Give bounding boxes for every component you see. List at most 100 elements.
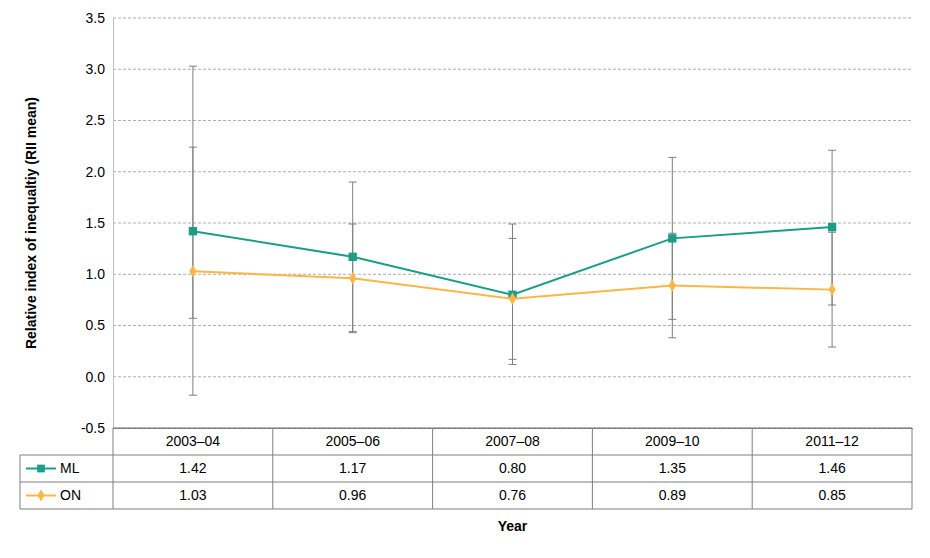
y-tick-label: 1.5 (86, 215, 106, 231)
error-bar-cap (668, 157, 676, 158)
table-border (20, 482, 912, 483)
error-bar-cap (509, 224, 517, 225)
x-tick: 2003–04 (166, 428, 221, 449)
table-border (592, 428, 593, 509)
grid-line (113, 223, 912, 224)
error-bar-cap (509, 238, 517, 239)
table-border (20, 455, 21, 509)
y-tick: 1.5 (86, 215, 113, 231)
y-tick: 2.0 (86, 164, 113, 180)
chart: -0.5 0.0 0.5 1.0 1.5 2.0 2.5 3.0 3.5 Relative ind… (0, 0, 930, 558)
grid-line (113, 69, 912, 70)
grid-line (113, 120, 912, 121)
error-bar-cap (349, 182, 357, 183)
grid-line (113, 18, 912, 19)
plot-area (189, 66, 837, 395)
error-bar (668, 233, 676, 338)
y-tick-label: 2.0 (86, 164, 106, 180)
x-axis: 2003–04 2005–06 2007–08 2009–10 2011–12 (114, 428, 913, 449)
y-tick-label: 3.0 (86, 61, 106, 77)
table-border (20, 509, 912, 510)
error-bar (509, 224, 517, 364)
x-axis-line (114, 428, 913, 429)
y-axis-line (113, 19, 114, 429)
table-border (113, 428, 114, 509)
table-value: 1.35 (659, 460, 686, 476)
y-axis-title: Relative index of inequaltiy (RII mean) (23, 97, 39, 349)
y-tick-label: 2.5 (86, 112, 106, 128)
error-bar-cap (509, 359, 517, 360)
error-bar-cap (828, 150, 836, 151)
markers (189, 265, 835, 305)
grid-line (113, 376, 912, 377)
error-bar (189, 147, 197, 395)
error-bars (189, 66, 836, 364)
table-border (432, 428, 433, 509)
y-tick: 3.0 (86, 61, 113, 77)
marker (189, 265, 196, 277)
y-tick-label: 0.5 (86, 317, 106, 333)
y-tick: -0.5 (81, 420, 113, 436)
y-tick: 0.5 (86, 317, 113, 333)
x-tick-label: 2011–12 (805, 433, 859, 449)
error-bar-cap (189, 66, 197, 67)
table-value: 0.96 (339, 487, 366, 503)
error-bar-cap (189, 147, 197, 148)
error-bar-cap (189, 395, 197, 396)
grid (113, 18, 912, 428)
table-border (912, 428, 913, 509)
legend-entry: ML (26, 460, 80, 476)
y-tick: 3.5 (86, 10, 113, 26)
y-tick: 0.0 (86, 369, 113, 385)
table-border (752, 428, 753, 509)
error-bar-cap (828, 232, 836, 233)
marker (349, 253, 357, 261)
table-value: 1.03 (179, 487, 206, 503)
x-tick-label: 2007–08 (485, 433, 540, 449)
error-bars (189, 147, 836, 395)
legend-label: ON (60, 487, 81, 503)
y-tick-label: 1.0 (86, 266, 106, 282)
error-bar-cap (349, 332, 357, 333)
legend-label: ML (60, 460, 80, 476)
table-value: 0.85 (818, 487, 845, 503)
markers (189, 223, 837, 299)
x-tick-label: 2005–06 (325, 433, 380, 449)
table-border (272, 428, 273, 509)
legend-marker (37, 465, 45, 473)
error-bar-cap (668, 337, 676, 338)
x-axis-title: Year (498, 518, 528, 534)
x-tick-label: 2009–10 (645, 433, 700, 449)
y-tick: 1.0 (86, 266, 113, 282)
data-table: ML1.421.170.801.351.46ON1.030.960.760.89… (20, 428, 912, 509)
marker (189, 227, 197, 235)
y-tick: 2.5 (86, 112, 113, 128)
error-bar (509, 238, 517, 359)
marker (669, 279, 676, 291)
table-border (20, 455, 912, 456)
x-tick: 2005–06 (325, 428, 380, 449)
table-value: 0.76 (499, 487, 526, 503)
legend-entry: ON (26, 487, 81, 503)
y-tick-label: 0.0 (86, 369, 106, 385)
marker (509, 293, 516, 305)
error-bar (349, 224, 357, 333)
table-border (113, 428, 912, 429)
error-bar-cap (828, 347, 836, 348)
marker (828, 283, 835, 295)
table-value: 0.89 (659, 487, 686, 503)
marker (828, 223, 836, 231)
marker (349, 272, 356, 284)
error-bar-cap (349, 224, 357, 225)
y-axis: -0.5 0.0 0.5 1.0 1.5 2.0 2.5 3.0 3.5 (81, 10, 114, 436)
x-tick-label: 2003–04 (166, 433, 221, 449)
y-tick-label: -0.5 (81, 420, 105, 436)
grid-line (113, 171, 912, 172)
x-tick: 2007–08 (485, 428, 540, 449)
table-value: 1.46 (818, 460, 845, 476)
legend-marker (38, 490, 45, 502)
error-bar-cap (509, 364, 517, 365)
table-value: 1.17 (339, 460, 366, 476)
series-line (193, 227, 832, 295)
x-tick: 2011–12 (805, 428, 859, 449)
